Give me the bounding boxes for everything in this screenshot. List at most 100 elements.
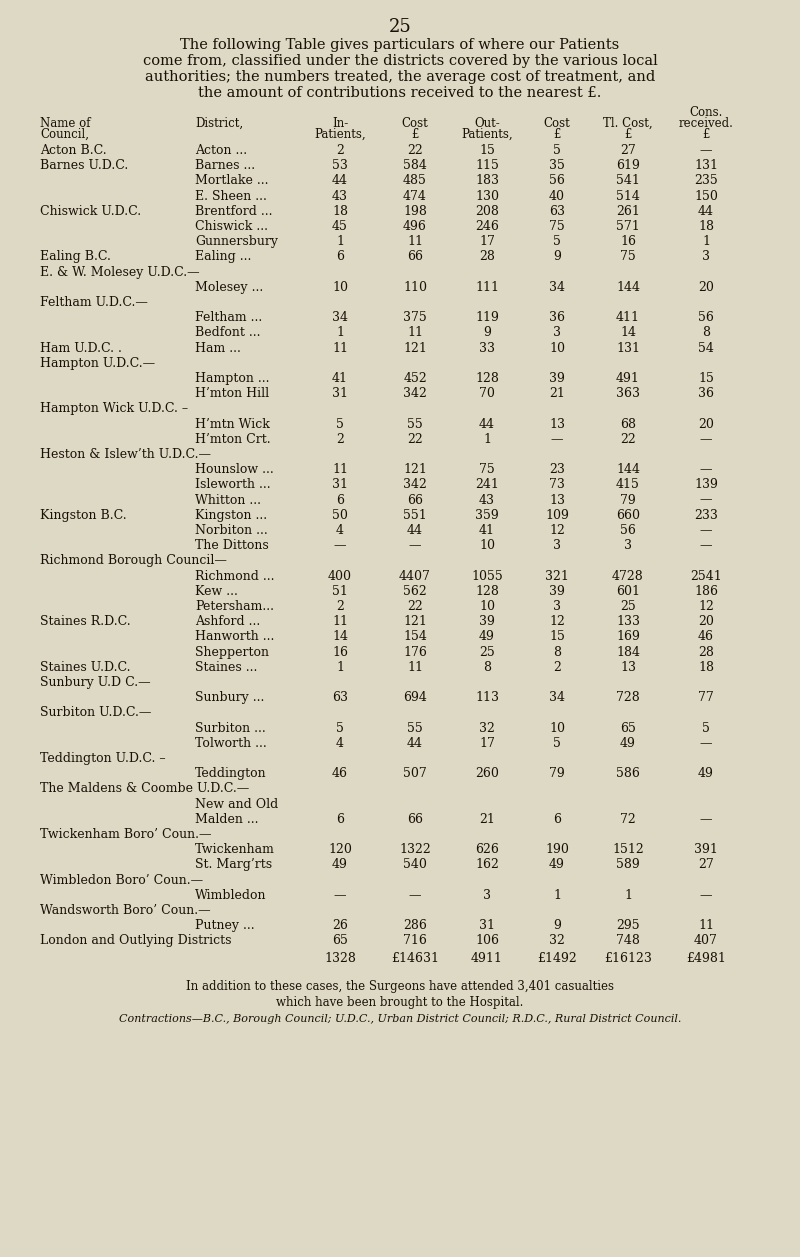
Text: £14631: £14631 (391, 952, 439, 964)
Text: 15: 15 (479, 145, 495, 157)
Text: Wandsworth Boro’ Coun.—: Wandsworth Boro’ Coun.— (40, 904, 210, 918)
Text: 2: 2 (336, 432, 344, 446)
Text: Surbiton ...: Surbiton ... (195, 722, 266, 734)
Text: New and Old: New and Old (195, 798, 278, 811)
Text: Mortlake ...: Mortlake ... (195, 175, 269, 187)
Text: 35: 35 (549, 160, 565, 172)
Text: Teddington U.D.C. –: Teddington U.D.C. – (40, 752, 166, 766)
Text: 1: 1 (336, 235, 344, 248)
Text: 286: 286 (403, 919, 427, 933)
Text: 63: 63 (332, 691, 348, 704)
Text: 184: 184 (616, 646, 640, 659)
Text: 3: 3 (553, 327, 561, 339)
Text: 28: 28 (698, 646, 714, 659)
Text: 28: 28 (479, 250, 495, 264)
Text: 496: 496 (403, 220, 427, 233)
Text: Cost: Cost (402, 117, 428, 129)
Text: 10: 10 (332, 280, 348, 294)
Text: 2: 2 (336, 600, 344, 613)
Text: 130: 130 (475, 190, 499, 202)
Text: 79: 79 (620, 494, 636, 507)
Text: 106: 106 (475, 934, 499, 948)
Text: the amount of contributions received to the nearest £.: the amount of contributions received to … (198, 85, 602, 101)
Text: £4981: £4981 (686, 952, 726, 964)
Text: 20: 20 (698, 280, 714, 294)
Text: 716: 716 (403, 934, 427, 948)
Text: London and Outlying Districts: London and Outlying Districts (40, 934, 231, 948)
Text: In addition to these cases, the Surgeons have attended 3,401 casualties: In addition to these cases, the Surgeons… (186, 979, 614, 993)
Text: 79: 79 (549, 767, 565, 781)
Text: 13: 13 (549, 417, 565, 431)
Text: Staines ...: Staines ... (195, 661, 258, 674)
Text: 15: 15 (698, 372, 714, 385)
Text: Richmond ...: Richmond ... (195, 569, 274, 582)
Text: 44: 44 (407, 524, 423, 537)
Text: 22: 22 (407, 145, 423, 157)
Text: District,: District, (195, 117, 243, 129)
Text: 154: 154 (403, 631, 427, 644)
Text: 198: 198 (403, 205, 427, 217)
Text: Council,: Council, (40, 128, 89, 141)
Text: 586: 586 (616, 767, 640, 781)
Text: —: — (334, 539, 346, 552)
Text: 4407: 4407 (399, 569, 431, 582)
Text: Kingston ...: Kingston ... (195, 509, 267, 522)
Text: 17: 17 (479, 737, 495, 749)
Text: 5: 5 (336, 722, 344, 734)
Text: come from, classified under the districts covered by the various local: come from, classified under the district… (142, 54, 658, 68)
Text: 26: 26 (332, 919, 348, 933)
Text: —: — (700, 889, 712, 901)
Text: 139: 139 (694, 479, 718, 491)
Text: authorities; the numbers treated, the average cost of treatment, and: authorities; the numbers treated, the av… (145, 70, 655, 84)
Text: 34: 34 (549, 280, 565, 294)
Text: 18: 18 (698, 661, 714, 674)
Text: 65: 65 (332, 934, 348, 948)
Text: —: — (409, 539, 422, 552)
Text: Hanworth ...: Hanworth ... (195, 631, 274, 644)
Text: Petersham...: Petersham... (195, 600, 274, 613)
Text: H’mton Crt.: H’mton Crt. (195, 432, 270, 446)
Text: 619: 619 (616, 160, 640, 172)
Text: 2541: 2541 (690, 569, 722, 582)
Text: Isleworth ...: Isleworth ... (195, 479, 270, 491)
Text: 1: 1 (336, 661, 344, 674)
Text: Staines R.D.C.: Staines R.D.C. (40, 615, 130, 628)
Text: 43: 43 (332, 190, 348, 202)
Text: 1322: 1322 (399, 843, 431, 856)
Text: 23: 23 (549, 463, 565, 476)
Text: 115: 115 (475, 160, 499, 172)
Text: 56: 56 (549, 175, 565, 187)
Text: 748: 748 (616, 934, 640, 948)
Text: —: — (334, 889, 346, 901)
Text: received.: received. (678, 117, 734, 129)
Text: 44: 44 (332, 175, 348, 187)
Text: 46: 46 (698, 631, 714, 644)
Text: 1512: 1512 (612, 843, 644, 856)
Text: 66: 66 (407, 250, 423, 264)
Text: £: £ (702, 128, 710, 141)
Text: 12: 12 (698, 600, 714, 613)
Text: 51: 51 (332, 585, 348, 598)
Text: 321: 321 (545, 569, 569, 582)
Text: E. & W. Molesey U.D.C.—: E. & W. Molesey U.D.C.— (40, 265, 200, 279)
Text: 20: 20 (698, 417, 714, 431)
Text: 1328: 1328 (324, 952, 356, 964)
Text: Kew ...: Kew ... (195, 585, 238, 598)
Text: Ealing ...: Ealing ... (195, 250, 251, 264)
Text: 1055: 1055 (471, 569, 503, 582)
Text: 144: 144 (616, 280, 640, 294)
Text: 131: 131 (694, 160, 718, 172)
Text: —: — (700, 539, 712, 552)
Text: 36: 36 (698, 387, 714, 400)
Text: 55: 55 (407, 722, 423, 734)
Text: 295: 295 (616, 919, 640, 933)
Text: Wimbledon: Wimbledon (195, 889, 266, 901)
Text: 660: 660 (616, 509, 640, 522)
Text: 10: 10 (479, 539, 495, 552)
Text: 485: 485 (403, 175, 427, 187)
Text: 70: 70 (479, 387, 495, 400)
Text: Tl. Cost,: Tl. Cost, (603, 117, 653, 129)
Text: Teddington: Teddington (195, 767, 266, 781)
Text: —: — (700, 524, 712, 537)
Text: 9: 9 (553, 250, 561, 264)
